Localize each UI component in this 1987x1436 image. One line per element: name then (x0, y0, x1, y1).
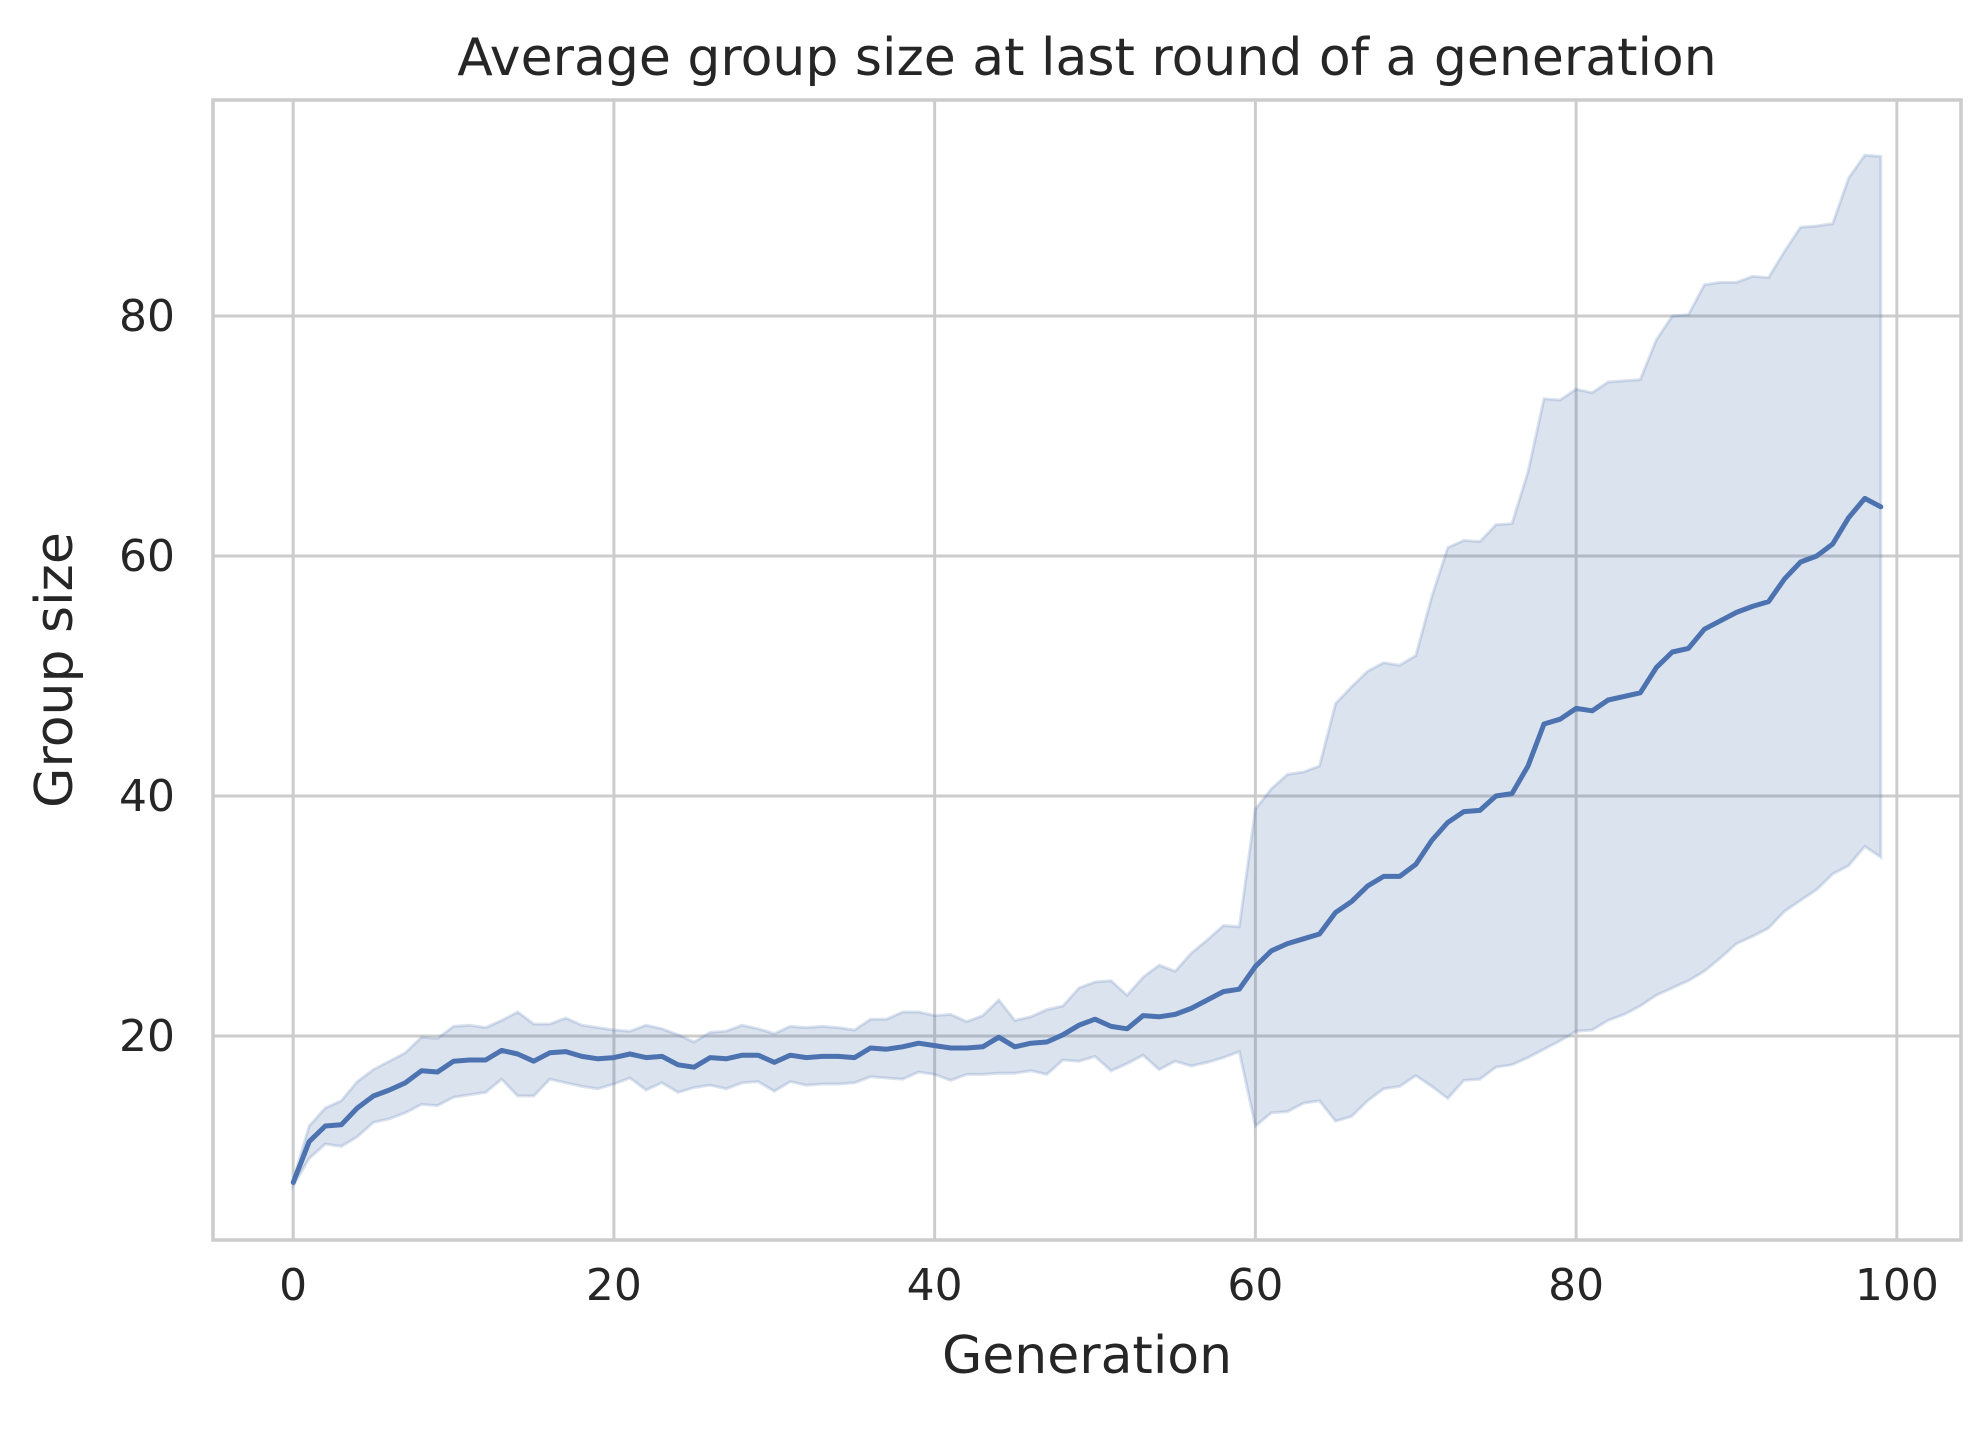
x-tick-label: 40 (907, 1260, 963, 1311)
x-axis-label: Generation (942, 1326, 1232, 1386)
mean-line (290, 495, 1884, 1185)
x-tick-label: 20 (586, 1260, 642, 1311)
y-gridlines (213, 314, 1961, 1038)
x-tick-label: 100 (1855, 1260, 1939, 1311)
y-tick-label: 60 (119, 531, 175, 582)
y-axis-label: Group size (25, 532, 85, 808)
x-gridlines (291, 100, 1899, 1240)
confidence-band (291, 153, 1883, 1192)
plot-frame (211, 98, 1963, 1242)
y-tick-label: 40 (119, 771, 175, 822)
y-tick-label: 20 (119, 1011, 175, 1062)
x-tick-label: 0 (279, 1260, 307, 1311)
chart-title: Average group size at last round of a ge… (457, 28, 1716, 88)
x-tick-label: 80 (1548, 1260, 1604, 1311)
x-tick-label: 60 (1227, 1260, 1283, 1311)
y-tick-labels: 20 40 60 80 (119, 291, 175, 1062)
y-tick-label: 80 (119, 291, 175, 342)
x-tick-labels: 0 20 40 60 80 100 (279, 1260, 1939, 1311)
